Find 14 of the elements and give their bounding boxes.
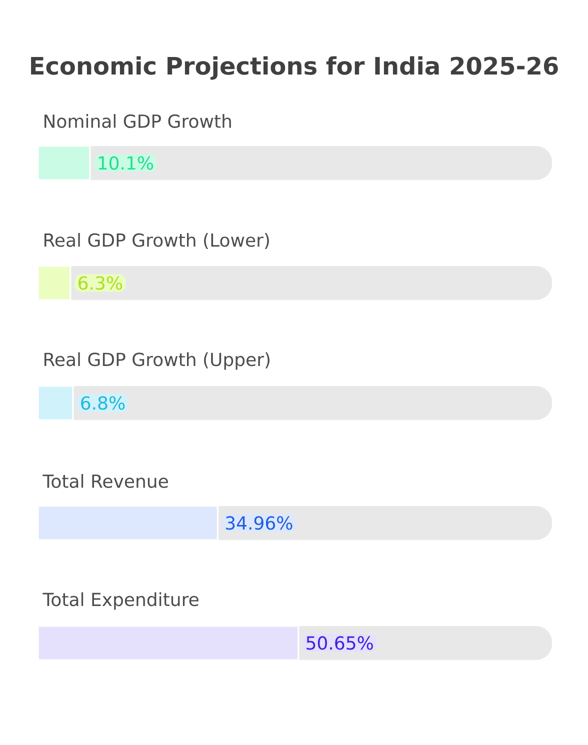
y-tick-label: Nominal GDP Growth <box>44 114 231 128</box>
data-label: 6.8% <box>81 396 125 410</box>
y-tick-label: Total Revenue <box>42 474 168 488</box>
data-label: 10.1% <box>98 156 154 170</box>
y-tick-label: Total Expenditure <box>42 592 198 610</box>
y-tick-label: Real GDP Growth (Lower) <box>44 232 269 250</box>
data-label: 50.65% <box>306 636 373 650</box>
data-label: 34.96% <box>226 516 292 530</box>
bar <box>37 145 91 181</box>
bar <box>37 265 72 301</box>
data-label: 6.3% <box>78 276 122 290</box>
bar <box>37 385 74 421</box>
y-tick-label: Real GDP Growth (Upper) <box>44 352 270 370</box>
chart-title: Economic Projections for India 2025-26 <box>31 56 558 80</box>
